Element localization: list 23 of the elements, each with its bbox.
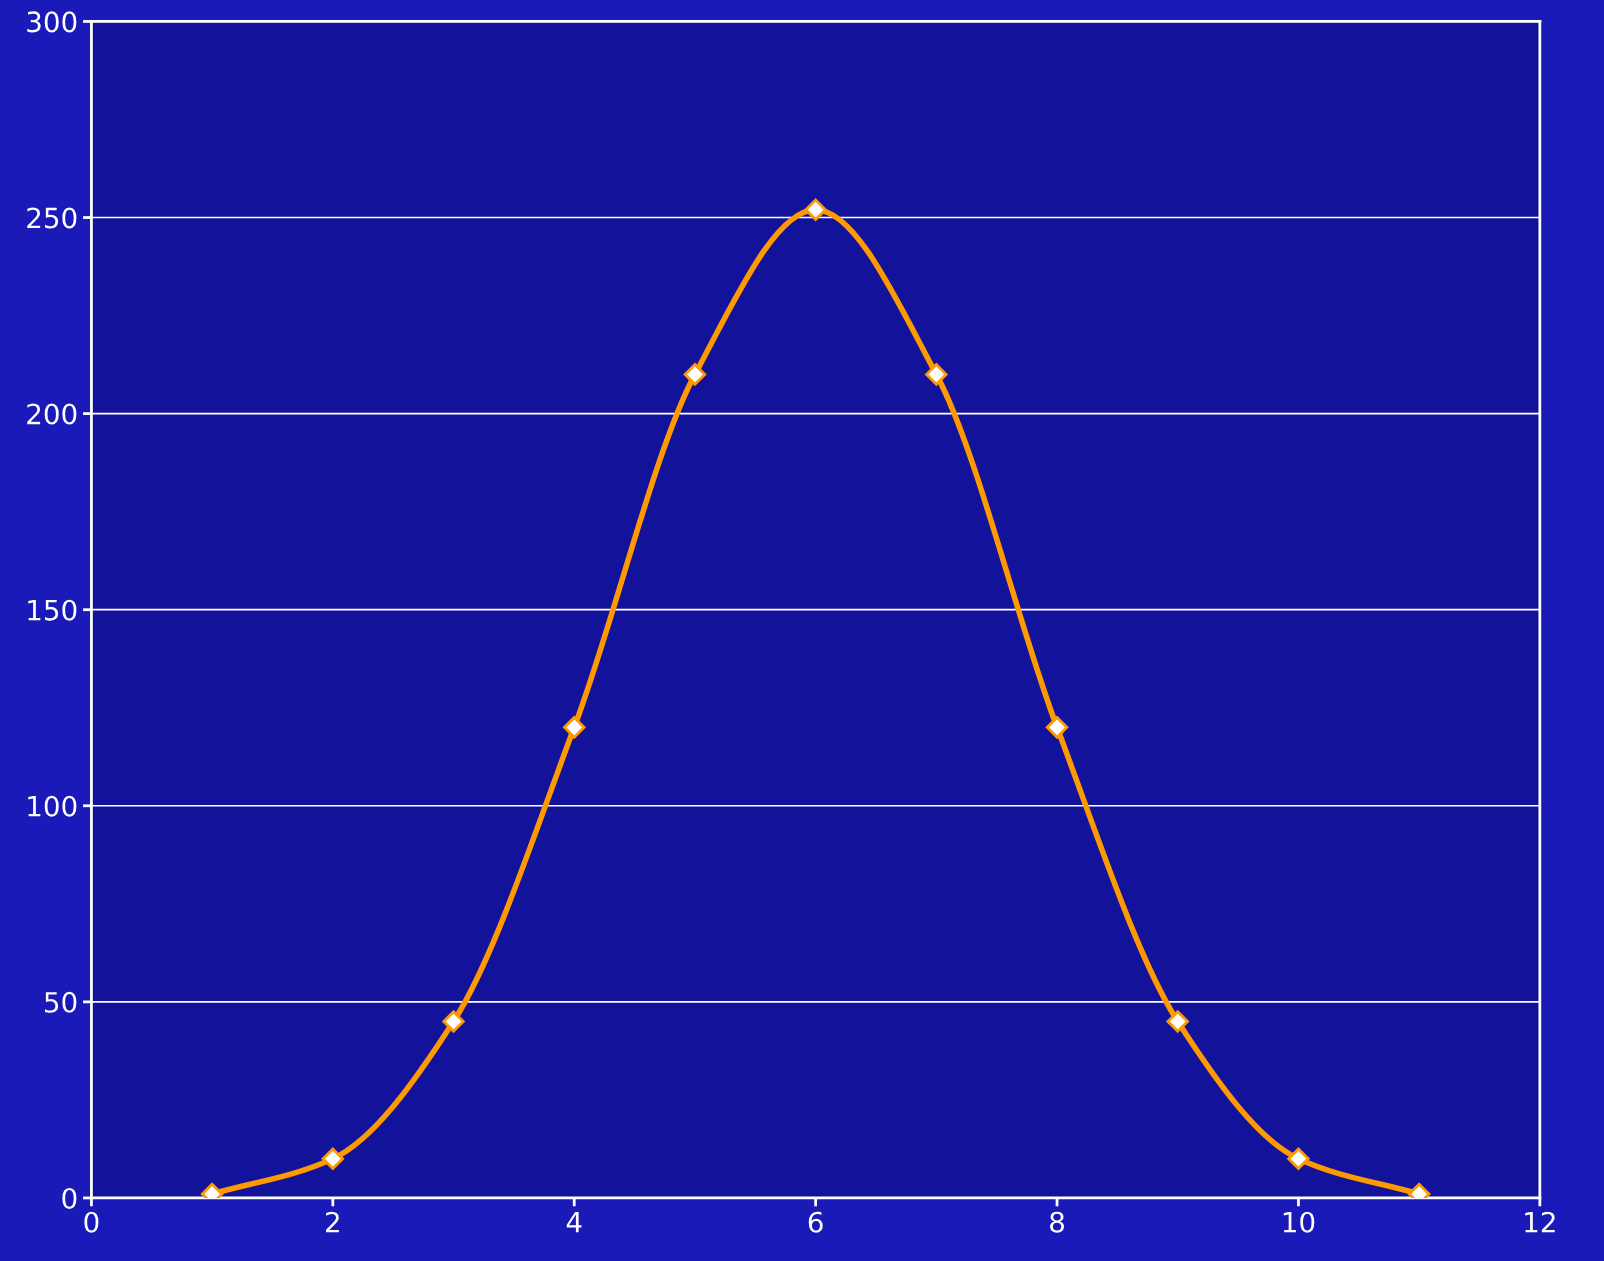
point [804, 198, 827, 221]
point [563, 716, 586, 739]
x-tick-label: 8 [1050, 1211, 1064, 1233]
point [1045, 716, 1069, 739]
y-tick-label: 50 [45, 991, 77, 1013]
y-tick-label: 250 [27, 207, 77, 229]
point [925, 363, 948, 386]
y-tick-label: 150 [28, 599, 77, 621]
point [442, 1010, 465, 1033]
x-tick-label: 2 [326, 1211, 339, 1233]
x-tick-label: 4 [566, 1212, 582, 1233]
y-tick-label: 0 [62, 1187, 77, 1209]
x-tick-label: 0 [84, 1211, 99, 1233]
x-tick-label: 10 [1283, 1211, 1315, 1233]
point [683, 363, 707, 386]
x-tick-label: 6 [808, 1211, 823, 1233]
y-tick-label: 200 [27, 403, 77, 425]
y-tick-label: 100 [28, 795, 77, 817]
y-tick-label: 300 [27, 11, 77, 33]
point [1166, 1010, 1189, 1033]
point [1287, 1147, 1310, 1170]
point [321, 1147, 345, 1170]
x-tick-label: 12 [1525, 1211, 1555, 1233]
